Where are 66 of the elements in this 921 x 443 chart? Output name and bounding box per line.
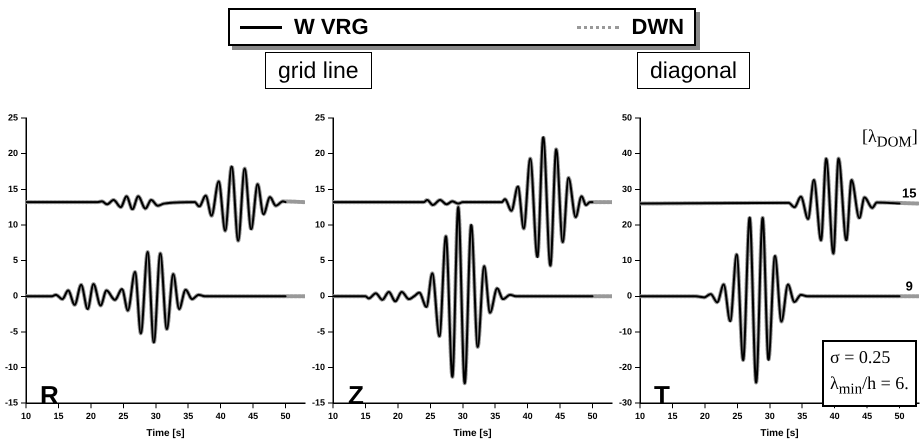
y-tick-label: 0 — [320, 290, 326, 301]
x-tick-label: 10 — [21, 411, 32, 422]
x-tick-label: 30 — [150, 411, 161, 422]
x-axis-title: Time [s] — [453, 428, 492, 439]
x-tick-label: 15 — [360, 411, 370, 422]
x-tick-label: 10 — [635, 411, 646, 422]
y-tick-label: 5 — [12, 255, 18, 266]
x-tick-label: 25 — [425, 411, 436, 422]
x-tick-label: 30 — [458, 411, 468, 422]
annotation: 15 — [902, 186, 916, 201]
x-tick-label: 50 — [894, 411, 905, 422]
text: diagonal — [637, 52, 750, 89]
y-tick-label: 20 — [622, 219, 632, 230]
annotation: 9 — [906, 278, 913, 294]
y-tick-label: -10 — [312, 362, 326, 372]
legend-label: DWN — [631, 14, 684, 40]
x-tick-label: 20 — [86, 411, 96, 422]
y-tick-label: -10 — [618, 326, 632, 336]
x-tick-label: 40 — [216, 411, 226, 422]
x-axis-title: Time [s] — [760, 428, 799, 439]
text: grid line — [265, 52, 372, 89]
x-tick-label: 35 — [490, 411, 500, 422]
annotation: σ = 0.25 — [830, 346, 892, 369]
y-tick-label: -5 — [10, 326, 18, 336]
y-tick-label: 5 — [320, 255, 326, 266]
y-tick-label: 50 — [622, 112, 632, 122]
y-tick-label: 25 — [8, 112, 18, 122]
x-tick-label: 15 — [53, 411, 64, 422]
y-tick-label: 10 — [8, 219, 18, 230]
legend-label: W VRG — [294, 14, 369, 40]
x-tick-label: 30 — [764, 411, 775, 422]
x-tick-label: 20 — [700, 411, 710, 422]
x-tick-label: 45 — [862, 411, 872, 422]
y-tick-label: 10 — [314, 219, 326, 230]
annotation: [λ$_{DOM}$] — [862, 126, 918, 152]
y-tick-label: 30 — [622, 184, 632, 194]
y-tick-label: 0 — [12, 290, 18, 301]
x-tick-label: 50 — [588, 411, 598, 422]
x-tick-label: 45 — [555, 411, 566, 422]
y-tick-label: -10 — [4, 362, 18, 372]
y-tick-label: 25 — [314, 112, 326, 122]
x-tick-label: 20 — [392, 411, 403, 422]
y-tick-label: 10 — [622, 255, 632, 266]
y-tick-label: 15 — [314, 184, 326, 194]
x-tick-label: 50 — [280, 411, 291, 422]
x-tick-label: 10 — [328, 411, 338, 422]
x-tick-label: 35 — [183, 411, 194, 422]
x-tick-label: 40 — [830, 411, 840, 422]
x-tick-label: 45 — [248, 411, 258, 422]
y-tick-label: 20 — [8, 148, 18, 158]
y-tick-label: -20 — [618, 362, 632, 372]
y-tick-label: 15 — [8, 184, 18, 194]
x-axis-title: Time [s] — [146, 428, 185, 439]
x-tick-label: 35 — [797, 411, 808, 422]
y-tick-label: 0 — [626, 290, 632, 301]
y-tick-label: -5 — [316, 326, 326, 336]
y-tick-label: 20 — [314, 148, 326, 158]
x-tick-label: 40 — [522, 411, 533, 422]
x-tick-label: 25 — [732, 411, 742, 422]
y-tick-label: -15 — [4, 398, 18, 408]
x-tick-label: 25 — [118, 411, 128, 422]
x-tick-label: 15 — [667, 411, 678, 422]
annotation: λ$_{min}$/h = 6. — [830, 372, 909, 400]
y-tick-label: 40 — [622, 148, 632, 158]
y-tick-label: -30 — [618, 398, 632, 408]
y-tick-label: -15 — [312, 398, 326, 408]
